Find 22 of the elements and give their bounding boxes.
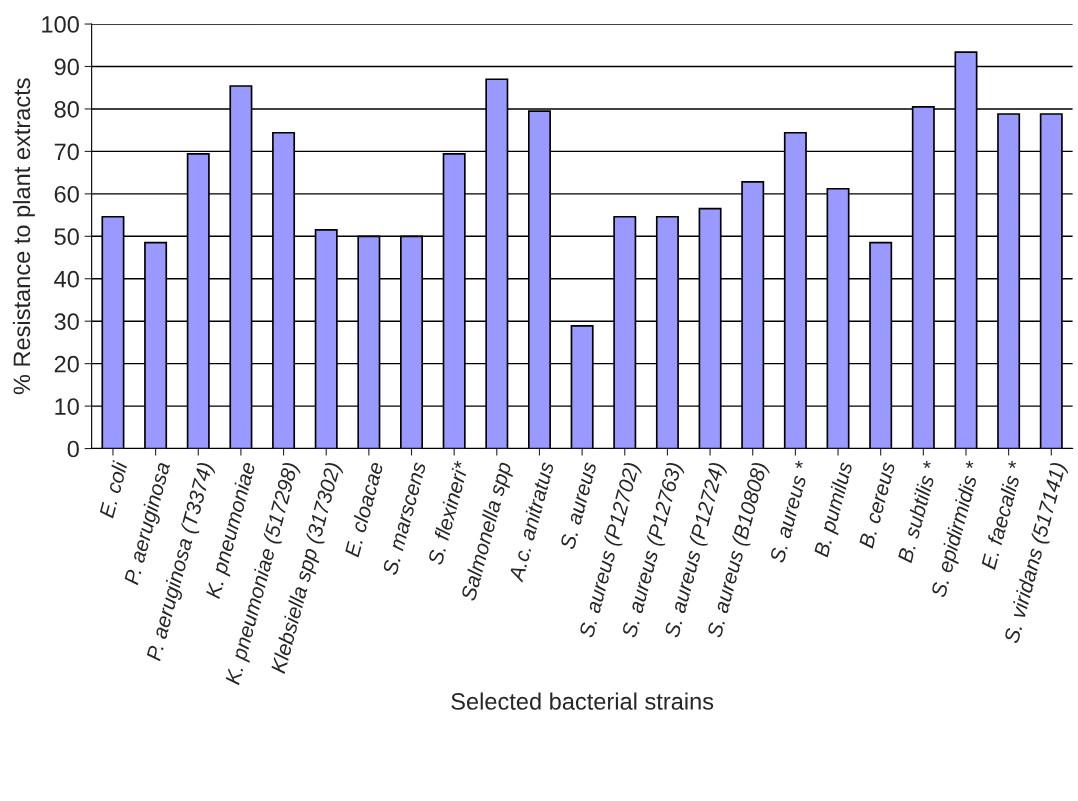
x-tick-label: S. aureus * [769, 459, 811, 564]
y-tick-label: 90 [54, 58, 79, 76]
x-tick-label: E. faecalis * [980, 459, 1024, 570]
y-tick-label: 20 [54, 355, 79, 373]
y-tick-label: 50 [54, 228, 79, 246]
y-tick-label: 100 [42, 16, 79, 33]
x-tick-label: E. coli [98, 459, 128, 519]
x-tick-label: B. subtilis * [896, 459, 939, 564]
x-tick-label: E. cloacae [343, 461, 384, 558]
x-tick-label: B. cereus [858, 460, 896, 549]
y-tick-label: 70 [54, 143, 79, 161]
x-tick-label: B. pumilus [813, 460, 857, 559]
y-tick-label: 30 [54, 313, 79, 330]
y-tick-label: 0 [67, 440, 79, 458]
y-tick-label: 10 [55, 398, 79, 415]
x-axis-title: Selected bacterial strains [451, 692, 714, 710]
y-tick-label: 40 [54, 270, 79, 288]
x-tick-label: S. aureus [559, 460, 597, 550]
y-tick-label: 60 [54, 185, 79, 203]
y-axis-title: % Resistance to plant extracts [12, 78, 35, 395]
y-tick-label: 80 [54, 101, 79, 118]
x-tick-label: S. marscens [382, 460, 427, 576]
